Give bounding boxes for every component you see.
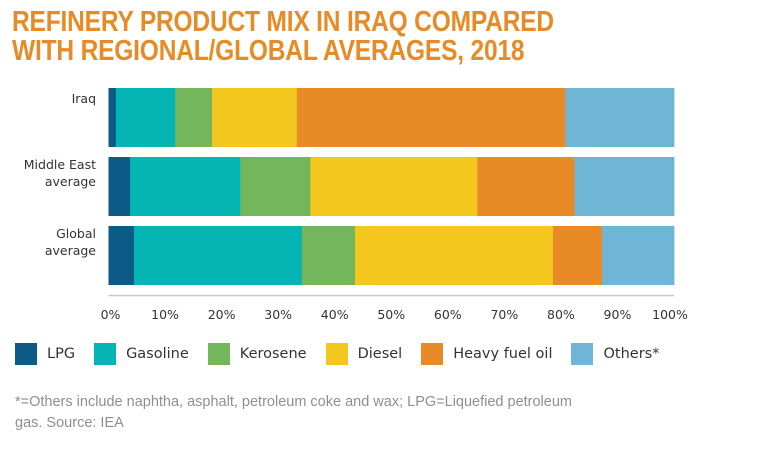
legend-label-gasoline: Gasoline [126,346,189,362]
bar-segment-global-average-heavy-fuel-oil [552,226,603,285]
x-tick-label: 80% [547,307,575,322]
legend-label-kerosene: Kerosene [239,346,307,362]
x-tick-label: 50% [377,307,405,322]
bar-segment-global-average-lpg [108,226,135,285]
legend-item-lpg: LPG [15,343,75,365]
legend-swatch-diesel [325,343,348,365]
bar-segment-iraq-lpg [108,88,117,147]
bar-segment-global-average-diesel [355,226,554,285]
bar-segment-global-average-kerosene [301,226,356,285]
chart-title: REFINERY PRODUCT MIX IN IRAQ COMPARED WI… [12,8,614,66]
bar-segment-global-average-others [602,226,675,285]
x-tick-label: 20% [208,307,236,322]
stacked-bar-chart: 0% 10% 20% 30% 40% 50% 60% 70% 80% 90% 100% [101,88,688,322]
bar-segment-middle-east-average-kerosene [240,157,311,216]
x-tick-label: 100% [652,307,688,322]
bar-segment-iraq-kerosene [175,88,213,147]
bar-segment-middle-east-average-gasoline [129,157,241,216]
legend-swatch-others [571,343,594,365]
legend-swatch-heavy-fuel-oil [421,343,444,365]
x-tick-label: 70% [490,307,518,322]
legend-item-heavy-fuel-oil: Heavy fuel oil [421,343,552,365]
bar-segment-middle-east-average-heavy-fuel-oil [477,157,575,216]
x-tick-label: 90% [604,307,632,322]
row-label-global: Global average [45,225,96,259]
legend-label-others: Others* [603,346,660,362]
row-label-middle-east: Middle East average [24,156,96,190]
row-label-global-line-2: average [44,243,96,258]
chart-title-line-2: WITH REGIONAL/GLOBAL AVERAGES, 2018 [12,35,525,67]
row-label-middle-east-line-1: Middle East [23,157,96,172]
x-tick-label: 10% [151,307,179,322]
footnote-line-1: *=Others include naphtha, asphalt, petro… [15,394,572,410]
legend-item-diesel: Diesel [325,343,403,365]
x-tick-label: 40% [321,307,349,322]
bar-segment-iraq-heavy-fuel-oil [296,88,566,147]
bar-segment-iraq-gasoline [115,88,176,147]
legend-item-others: Others* [571,343,659,365]
legend-swatch-gasoline [94,343,117,365]
footnote: *=Others include naphtha, asphalt, petro… [15,392,665,434]
bar-segment-global-average-gasoline [133,226,303,285]
bar-segment-middle-east-average-diesel [310,157,478,216]
footnote-line-2: gas. Source: IEA [15,415,124,431]
bar-segment-iraq-diesel [211,88,298,147]
row-label-middle-east-line-2: average [44,174,96,189]
legend-swatch-lpg [15,343,37,365]
bar-segment-middle-east-average-lpg [108,157,131,216]
row-label-iraq-line-1: Iraq [71,91,96,106]
x-tick-label: 30% [264,307,292,322]
chart-title-line-1: REFINERY PRODUCT MIX IN IRAQ COMPARED [12,6,554,38]
x-tick-label: 60% [434,307,462,322]
bar-segment-iraq-others [565,88,675,147]
x-tick-label: 0% [101,307,121,322]
legend: LPG Gasoline Kerosene Diesel Heavy fuel … [15,342,678,366]
row-label-global-line-1: Global [56,226,96,241]
legend-label-diesel: Diesel [357,346,403,362]
legend-swatch-kerosene [207,343,230,365]
row-label-iraq: Iraq [72,90,96,107]
legend-label-lpg: LPG [47,346,76,362]
legend-label-heavy-fuel-oil: Heavy fuel oil [453,346,553,362]
bar-segment-middle-east-average-others [574,157,675,216]
legend-item-kerosene: Kerosene [207,343,307,365]
legend-item-gasoline: Gasoline [94,343,189,365]
